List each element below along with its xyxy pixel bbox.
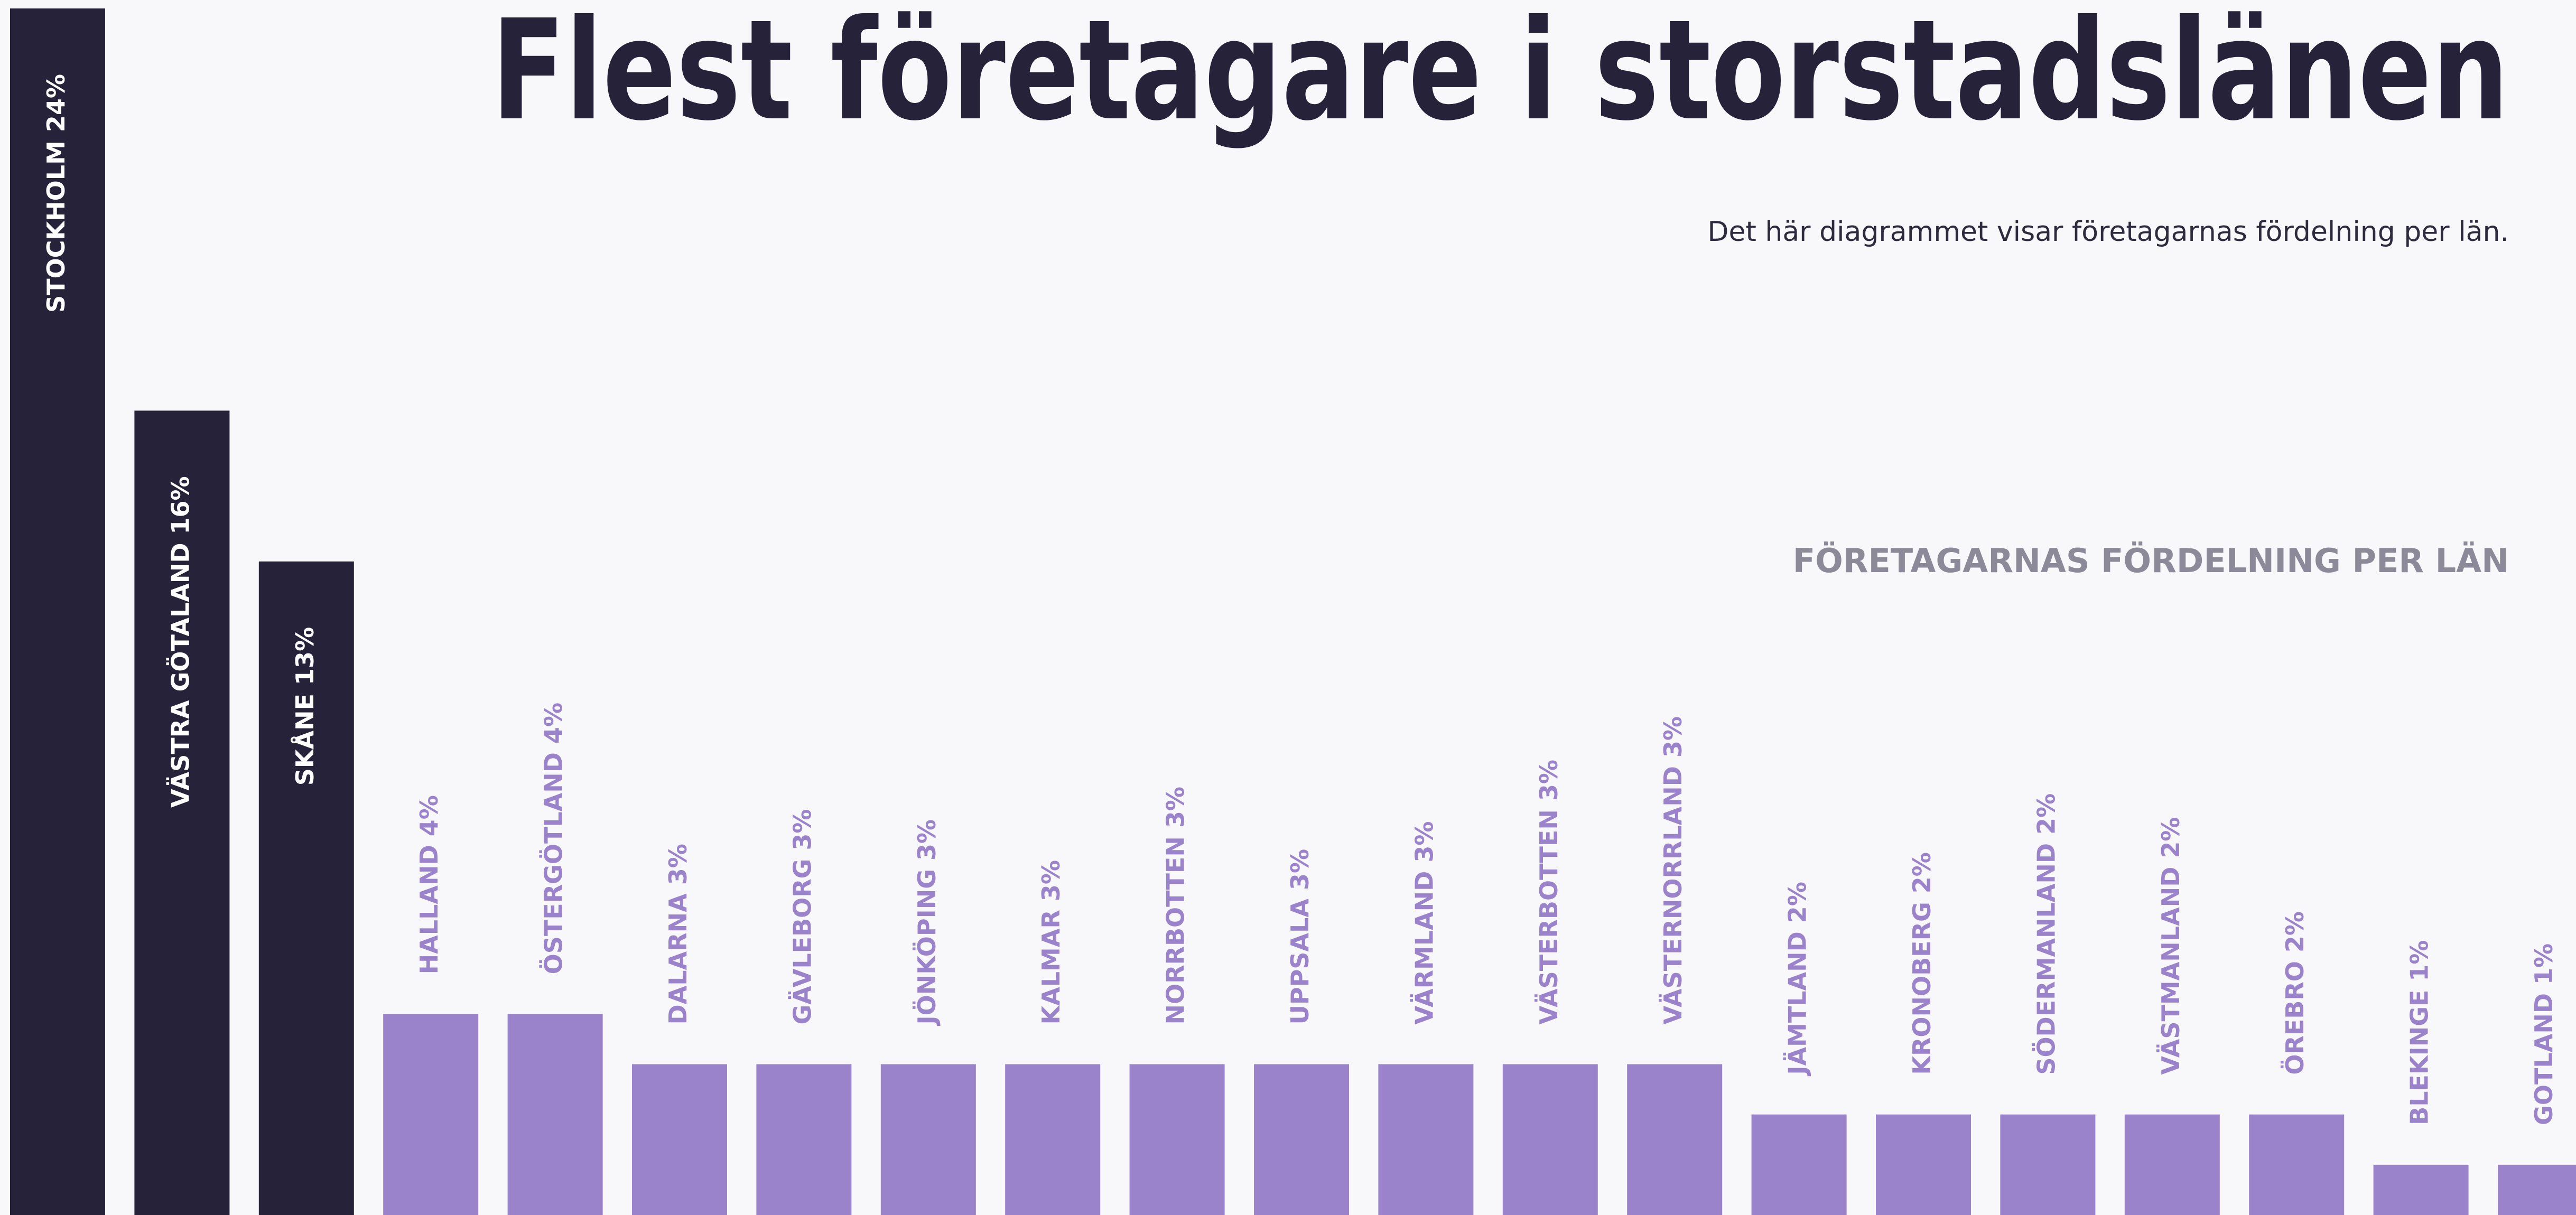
bar — [10, 8, 105, 1215]
bar-label: GÄVLEBORG 3% — [788, 809, 816, 1024]
category-label: GOTLAND — [2529, 993, 2558, 1125]
value-label: 3% — [1037, 860, 1065, 901]
bar — [2249, 1114, 2345, 1215]
bar — [1254, 1064, 1349, 1215]
bar — [134, 410, 230, 1215]
bar-label: DALARNA 3% — [664, 844, 692, 1024]
bar-label: STOCKHOLM 24% — [42, 74, 70, 313]
value-label: 2% — [2156, 817, 2184, 858]
bar — [1005, 1064, 1101, 1215]
value-label: 3% — [1659, 716, 1687, 758]
value-label: 1% — [2405, 940, 2433, 981]
bar — [2373, 1164, 2469, 1215]
category-label: VÄSTRA GÖTALAND — [166, 543, 194, 808]
value-label: 1% — [2529, 943, 2558, 985]
category-label: JÄMTLAND — [1783, 931, 1811, 1076]
category-label: BLEKINGE — [2405, 990, 2433, 1125]
bar-label: GOTLAND 1% — [2529, 943, 2558, 1125]
category-label: UPPSALA — [1286, 899, 1314, 1025]
page-title: Flest företagare i storstadslänen — [491, 0, 2509, 151]
category-label: DALARNA — [664, 893, 692, 1025]
category-label: NORRBOTTEN — [1161, 836, 1189, 1024]
value-label: 3% — [1286, 849, 1314, 890]
bar — [383, 1014, 479, 1215]
bar — [756, 1064, 852, 1215]
bar-label: ÖSTERGÖTLAND 4% — [539, 703, 568, 974]
category-label: SKÅNE — [290, 694, 319, 786]
bar-label: KALMAR 3% — [1037, 860, 1065, 1024]
category-label: VÄRMLAND — [1410, 871, 1438, 1025]
bar-label: VÄSTRA GÖTALAND 16% — [166, 476, 194, 808]
value-label: 3% — [912, 819, 941, 861]
category-label: VÄSTERNORRLAND — [1659, 766, 1687, 1024]
chart-title: FÖRETAGARNAS FÖRDELNING PER LÄN — [1793, 541, 2509, 580]
bar — [507, 1014, 603, 1215]
bar-label: NORRBOTTEN 3% — [1161, 787, 1189, 1024]
value-label: 4% — [539, 703, 568, 744]
value-label: 2% — [1908, 852, 1936, 893]
category-label: VÄSTERBOTTEN — [1534, 809, 1563, 1024]
bar — [632, 1064, 727, 1215]
value-label: 3% — [1534, 760, 1563, 801]
bar-label: BLEKINGE 1% — [2405, 940, 2433, 1125]
value-label: 3% — [1410, 821, 1438, 863]
value-label: 16% — [166, 476, 194, 534]
subtitle: Det här diagrammet visar företagarnas fö… — [1707, 216, 2509, 248]
category-label: ÖREBRO — [2281, 961, 2309, 1075]
bar-label: VÄSTERBOTTEN 3% — [1534, 760, 1563, 1024]
bar — [1378, 1064, 1474, 1215]
bar — [1502, 1064, 1598, 1215]
bar-label: SKÅNE 13% — [290, 627, 319, 786]
category-label: HALLAND — [415, 845, 443, 974]
bar — [1876, 1114, 1971, 1215]
bar-label: JÄMTLAND 2% — [1783, 882, 1811, 1077]
bar — [2000, 1114, 2096, 1215]
bar — [1627, 1064, 1723, 1215]
bar-label: JÖNKÖPING 3% — [912, 819, 941, 1026]
bar-label: VÄRMLAND 3% — [1410, 821, 1438, 1025]
bar — [1129, 1064, 1225, 1215]
value-label: 2% — [1783, 882, 1811, 923]
value-label: 2% — [2032, 793, 2060, 835]
value-label: 4% — [415, 795, 443, 836]
category-label: ÖSTERGÖTLAND — [539, 752, 568, 974]
bar-label: KRONOBERG 2% — [1908, 852, 1936, 1075]
bar-label: SÖDERMANLAND 2% — [2032, 793, 2060, 1075]
category-label: JÖNKÖPING — [912, 869, 941, 1026]
value-label: 3% — [1161, 787, 1189, 828]
category-label: KRONOBERG — [1908, 902, 1936, 1074]
value-label: 2% — [2281, 911, 2309, 952]
bar — [2498, 1164, 2576, 1215]
category-label: SÖDERMANLAND — [2032, 843, 2060, 1075]
value-label: 13% — [290, 627, 319, 685]
category-label: STOCKHOLM — [42, 141, 70, 313]
value-label: 3% — [788, 809, 816, 850]
bar-label: HALLAND 4% — [415, 795, 443, 974]
value-label: 3% — [664, 844, 692, 885]
bar — [258, 561, 354, 1215]
category-label: KALMAR — [1037, 910, 1065, 1024]
bar-label: VÄSTMANLAND 2% — [2156, 817, 2184, 1074]
category-label: VÄSTMANLAND — [2156, 867, 2184, 1075]
bar — [2124, 1114, 2220, 1215]
bar-label: VÄSTERNORRLAND 3% — [1659, 716, 1687, 1025]
bar — [880, 1064, 976, 1215]
value-label: 24% — [42, 74, 70, 132]
bar-label: UPPSALA 3% — [1286, 849, 1314, 1025]
category-label: GÄVLEBORG — [788, 859, 816, 1025]
bar-label: ÖREBRO 2% — [2281, 911, 2309, 1075]
bar — [1751, 1114, 1847, 1215]
